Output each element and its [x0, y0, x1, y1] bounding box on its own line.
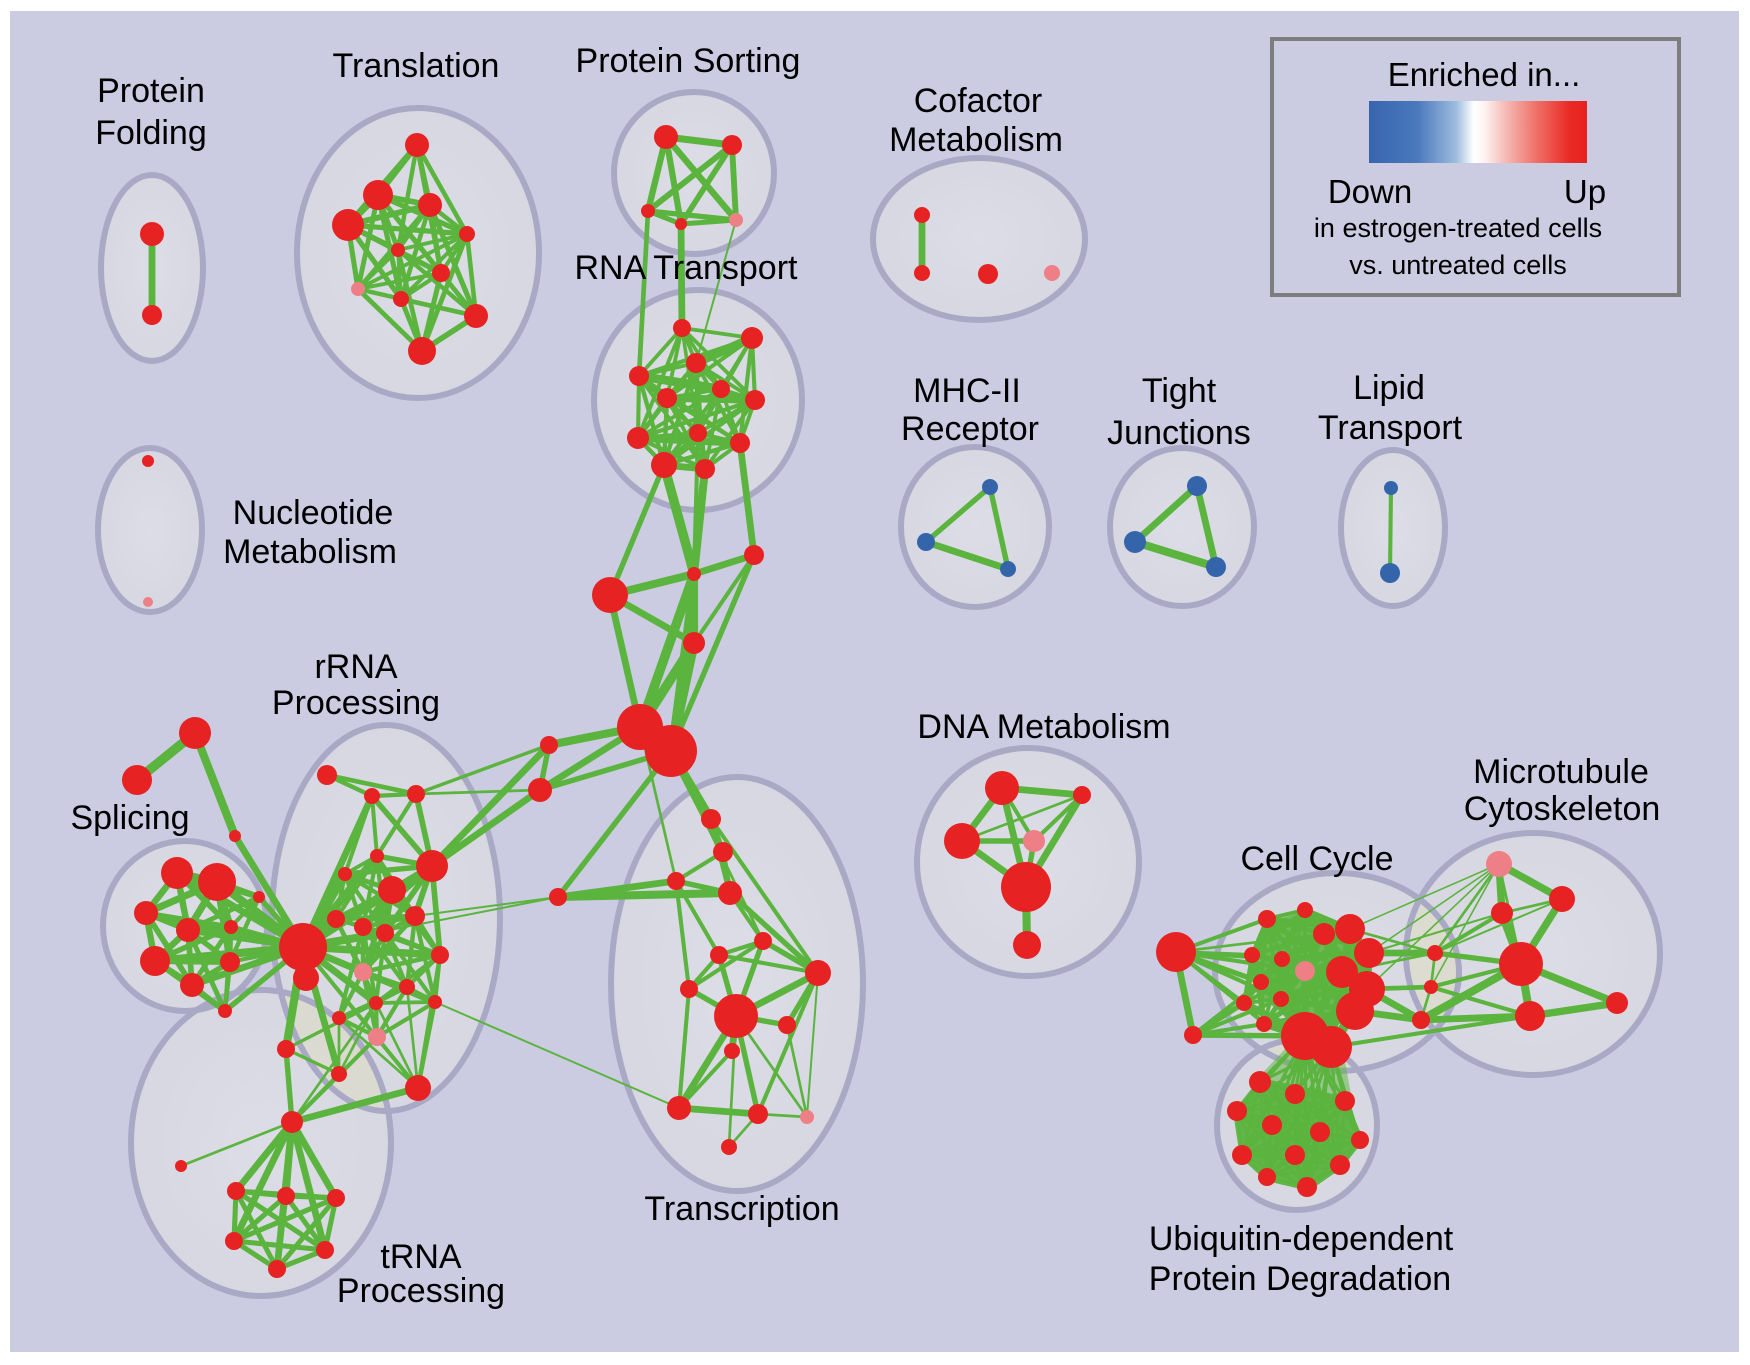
- svg-text:Cell Cycle: Cell Cycle: [1240, 840, 1393, 878]
- svg-text:Folding: Folding: [95, 114, 207, 152]
- svg-text:tRNA: tRNA: [380, 1238, 462, 1276]
- svg-text:Splicing: Splicing: [70, 799, 189, 837]
- svg-text:vs. untreated cells: vs. untreated cells: [1349, 250, 1567, 280]
- svg-text:Microtubule: Microtubule: [1473, 753, 1649, 791]
- svg-text:Receptor: Receptor: [901, 410, 1039, 448]
- svg-text:Translation: Translation: [333, 47, 500, 85]
- svg-text:Transcription: Transcription: [644, 1190, 839, 1228]
- svg-text:RNA Transport: RNA Transport: [575, 249, 799, 287]
- svg-text:rRNA: rRNA: [314, 648, 397, 686]
- svg-text:Transport: Transport: [1318, 409, 1463, 447]
- svg-text:MHC-II: MHC-II: [913, 372, 1021, 410]
- svg-text:Junctions: Junctions: [1107, 414, 1251, 452]
- svg-text:Up: Up: [1564, 173, 1606, 210]
- svg-text:Ubiquitin-dependent: Ubiquitin-dependent: [1149, 1220, 1454, 1258]
- svg-text:Cofactor: Cofactor: [914, 82, 1043, 120]
- svg-text:DNA Metabolism: DNA Metabolism: [917, 708, 1170, 746]
- svg-text:Processing: Processing: [272, 684, 440, 722]
- svg-text:Cytoskeleton: Cytoskeleton: [1464, 790, 1661, 828]
- svg-text:Tight: Tight: [1142, 372, 1217, 410]
- svg-text:Protein: Protein: [97, 72, 205, 110]
- svg-text:Nucleotide: Nucleotide: [233, 494, 394, 532]
- svg-text:Protein Sorting: Protein Sorting: [576, 42, 801, 80]
- svg-text:Lipid: Lipid: [1353, 369, 1425, 407]
- svg-text:Down: Down: [1328, 173, 1412, 210]
- svg-text:Protein Degradation: Protein Degradation: [1149, 1260, 1451, 1298]
- svg-text:Enriched in...: Enriched in...: [1388, 56, 1581, 93]
- svg-text:Metabolism: Metabolism: [889, 121, 1063, 159]
- svg-text:Metabolism: Metabolism: [223, 533, 397, 571]
- svg-text:in estrogen-treated cells: in estrogen-treated cells: [1314, 213, 1602, 243]
- svg-text:Processing: Processing: [337, 1272, 505, 1310]
